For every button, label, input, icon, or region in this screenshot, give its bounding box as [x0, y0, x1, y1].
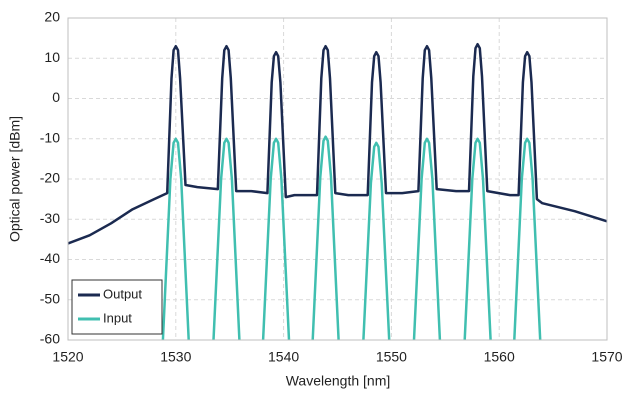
y-tick-label: 10 — [44, 49, 60, 65]
x-tick-label: 1530 — [160, 349, 191, 365]
data-line — [68, 42, 607, 245]
y-tick-label: -10 — [40, 129, 60, 145]
legend-box — [71, 279, 163, 335]
legend-label: Input — [103, 310, 132, 325]
plot-frame — [67, 17, 608, 341]
y-axis-label: Optical power [dBm] — [7, 116, 23, 242]
x-tick-label: 1520 — [52, 349, 83, 365]
y-tick-label: -20 — [40, 170, 60, 186]
x-tick-label: 1570 — [591, 349, 622, 365]
x-axis-label: Wavelength [nm] — [286, 373, 391, 389]
y-tick-label: -40 — [40, 250, 60, 266]
y-tick-label: -30 — [40, 210, 60, 226]
y-tick-label: 0 — [52, 89, 60, 105]
y-tick-label: -60 — [40, 331, 60, 347]
x-tick-label: 1550 — [376, 349, 407, 365]
x-tick-label: 1560 — [484, 349, 515, 365]
data-line — [161, 135, 542, 340]
legend-label: Output — [103, 286, 142, 301]
y-tick-label: 20 — [44, 9, 60, 25]
y-tick-label: -50 — [40, 290, 60, 306]
x-tick-label: 1540 — [268, 349, 299, 365]
